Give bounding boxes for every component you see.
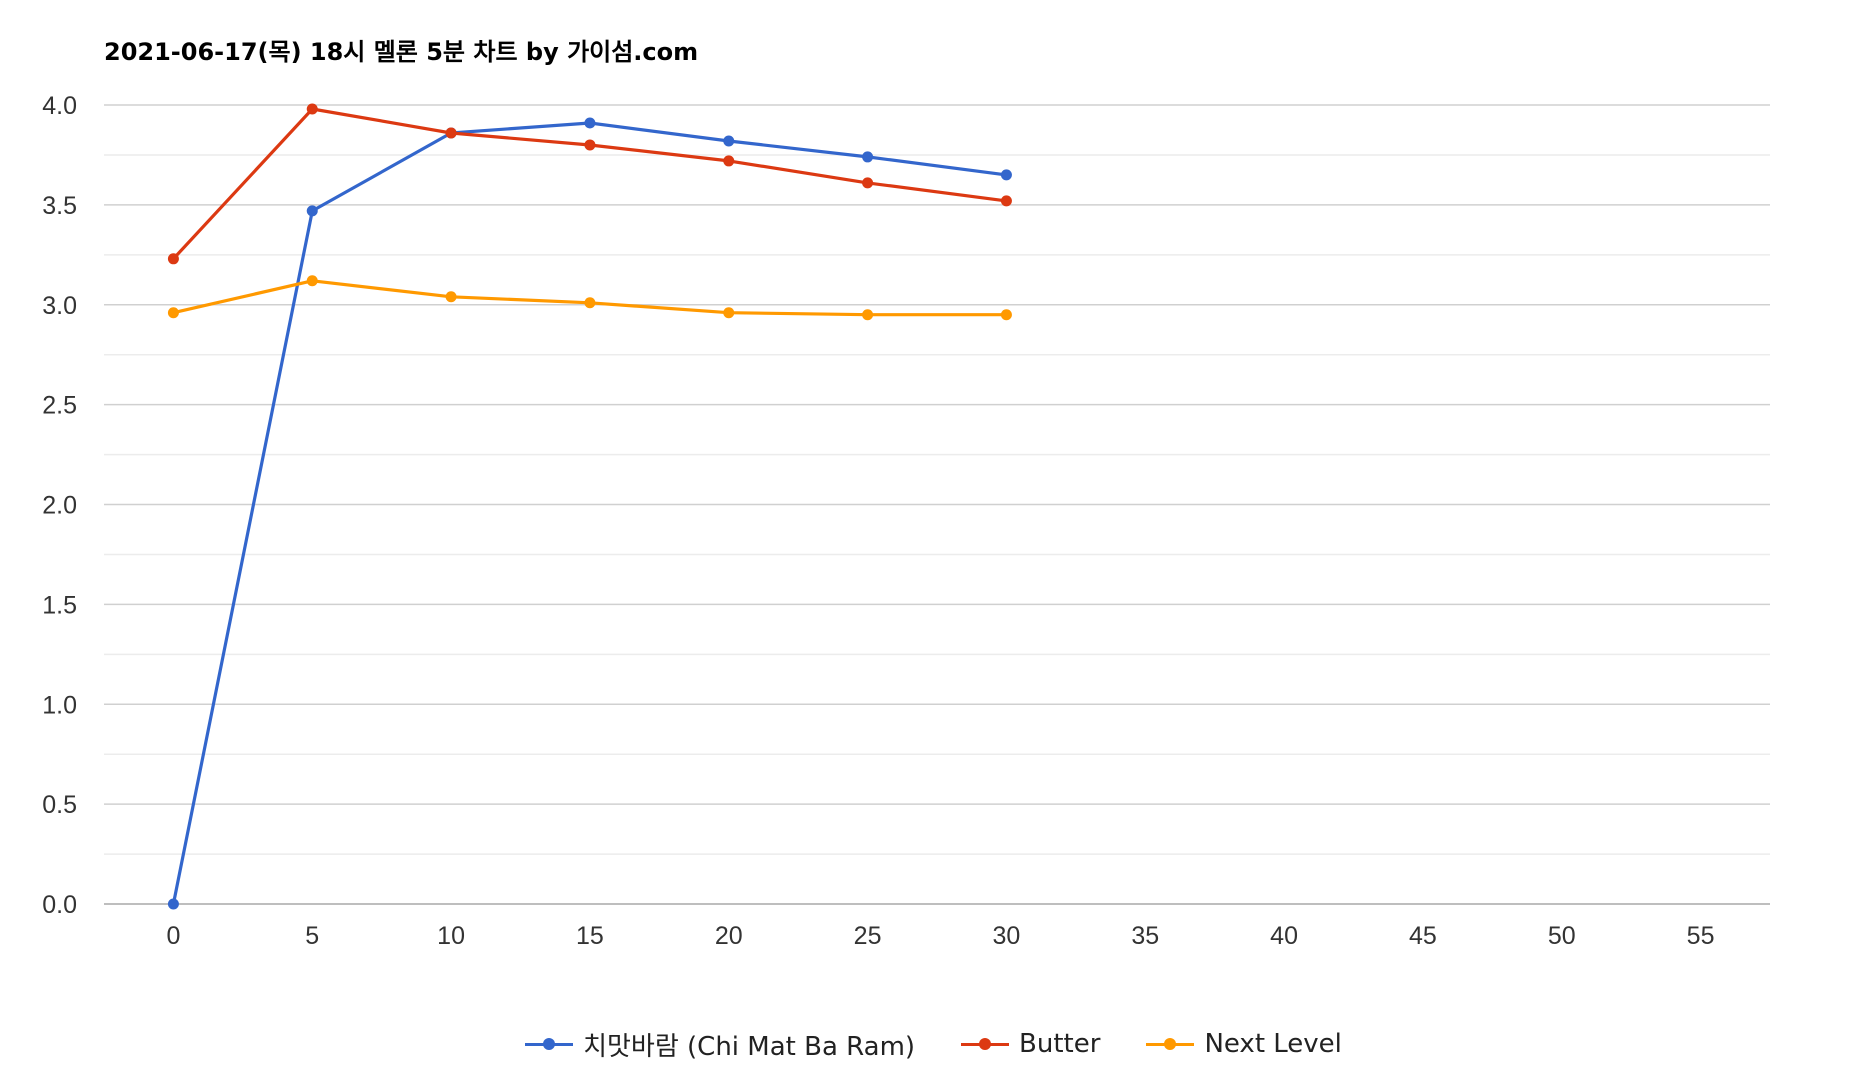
data-point (584, 139, 596, 151)
chart-title: 2021-06-17(목) 18시 멜론 5분 차트 by 가이섬.com (104, 38, 699, 66)
x-tick-label: 15 (576, 922, 604, 950)
data-point (167, 898, 179, 910)
series-line-1 (172, 107, 1007, 260)
legend-swatch (1146, 1034, 1195, 1054)
line-chart: 0.0 0.5 1.0 1.5 2.0 2.5 3.0 3.5 4.0 0 5 10 15 20 25 30 3… (42, 92, 1770, 950)
chart-legend: 치맛바람 (Chi Mat Ba Ram) Butter Next Level (0, 1022, 1867, 1066)
legend-item: Butter (961, 1029, 1100, 1059)
legend-item: 치맛바람 (Chi Mat Ba Ram) (525, 1026, 915, 1063)
data-point (723, 307, 735, 319)
data-point (167, 253, 179, 265)
x-tick-label: 25 (854, 922, 882, 950)
y-tick-label: 4.0 (42, 92, 77, 120)
y-tick-label: 2.5 (42, 392, 77, 420)
data-point (1000, 195, 1012, 207)
legend-label: Next Level (1204, 1029, 1342, 1059)
data-point (306, 103, 318, 115)
x-tick-label: 50 (1548, 922, 1576, 950)
data-point (862, 177, 874, 189)
x-tick-label: 35 (1131, 922, 1159, 950)
data-point (167, 307, 179, 319)
data-point (723, 155, 735, 167)
legend-label: Butter (1019, 1029, 1101, 1059)
data-point (1000, 169, 1012, 181)
y-tick-label: 0.0 (42, 891, 77, 919)
data-point (306, 205, 318, 217)
x-tick-label: 45 (1409, 922, 1437, 950)
x-tick-label: 55 (1687, 922, 1715, 950)
legend-item: Next Level (1146, 1029, 1342, 1059)
series-line-0 (171, 121, 1007, 905)
y-tick-label: 2.0 (42, 492, 77, 520)
legend-label: 치맛바람 (Chi Mat Ba Ram) (583, 1031, 916, 1062)
data-point (584, 297, 596, 309)
x-tick-label: 20 (715, 922, 743, 950)
x-tick-label: 5 (305, 922, 319, 950)
x-tick-label: 40 (1270, 922, 1298, 950)
legend-swatch (961, 1034, 1010, 1054)
x-tick-label: 10 (437, 922, 465, 950)
data-point (862, 151, 874, 163)
x-tick-label: 0 (166, 922, 180, 950)
data-point (584, 117, 596, 129)
data-point (445, 127, 457, 139)
data-point (723, 135, 735, 147)
y-tick-label: 1.0 (42, 691, 77, 719)
data-point (1000, 309, 1012, 321)
data-point (445, 291, 457, 303)
y-tick-label: 1.5 (42, 591, 77, 619)
data-point (862, 309, 874, 321)
data-point (306, 275, 318, 287)
y-tick-label: 0.5 (42, 791, 77, 819)
legend-swatch (525, 1034, 574, 1054)
x-tick-label: 30 (993, 922, 1021, 950)
y-tick-label: 3.0 (42, 292, 77, 320)
y-tick-label: 3.5 (42, 192, 77, 220)
